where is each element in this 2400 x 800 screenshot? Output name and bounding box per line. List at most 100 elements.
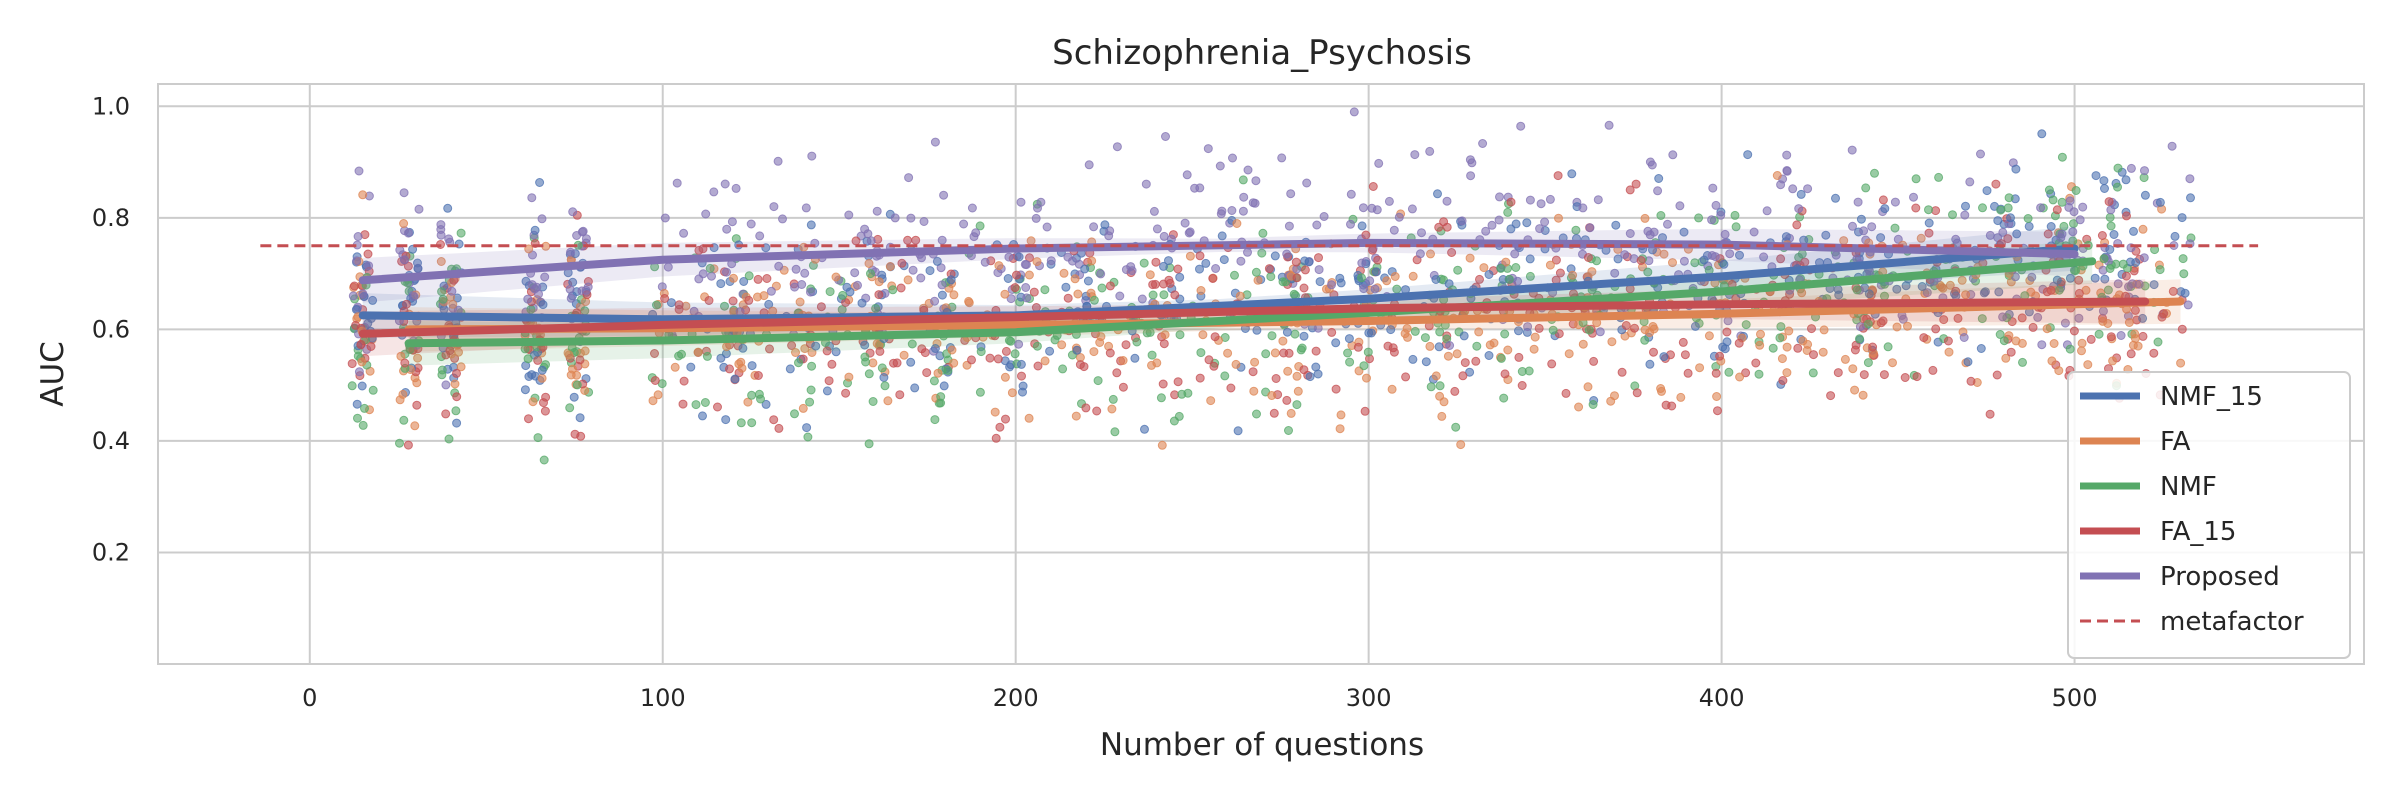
scatter-point	[354, 367, 364, 377]
scatter-point	[2149, 348, 2159, 358]
scatter-point	[930, 415, 940, 425]
scatter-point	[1659, 352, 1669, 362]
scatter-point	[806, 220, 816, 230]
scatter-point	[1195, 264, 1204, 274]
scatter-point	[1196, 286, 1206, 295]
scatter-point	[906, 357, 916, 367]
scatter-point	[351, 320, 361, 330]
scatter-point	[436, 230, 446, 240]
scatter-point	[540, 406, 550, 416]
scatter-point	[660, 294, 670, 303]
scatter-point	[1358, 203, 1368, 213]
scatter-point	[764, 299, 774, 309]
scatter-point	[1450, 386, 1460, 396]
scatter-point	[1919, 333, 1929, 343]
scatter-point	[1500, 369, 1510, 379]
scatter-point	[2129, 226, 2138, 236]
x-axis-label: Number of questions	[1100, 727, 1424, 763]
scatter-point	[576, 431, 586, 441]
scatter-point	[1084, 160, 1094, 170]
scatter-point	[1045, 346, 1055, 356]
scatter-point	[727, 217, 737, 227]
scatter-point	[1029, 287, 1039, 297]
scatter-point	[1434, 342, 1444, 352]
scatter-point	[1715, 351, 1725, 361]
scatter-point	[1072, 345, 1082, 355]
scatter-point	[1911, 174, 1921, 184]
scatter-point	[1453, 265, 1463, 275]
scatter-point	[883, 396, 893, 406]
scatter-point	[1861, 183, 1871, 193]
scatter-point	[354, 166, 364, 176]
scatter-point	[1517, 367, 1527, 376]
scatter-point	[1985, 409, 1995, 419]
scatter-point	[755, 231, 765, 241]
y-axis-ticks: 0.2 0.4 0.6 0.8 1.0	[92, 92, 130, 566]
scatter-point	[1924, 228, 1934, 238]
scatter-point	[648, 396, 658, 406]
scatter-point	[863, 229, 873, 239]
scatter-point	[1808, 368, 1818, 378]
legend-label: NMF_15	[2160, 382, 2263, 412]
scatter-point	[1547, 359, 1557, 369]
scatter-point	[1261, 349, 1271, 359]
scatter-point	[691, 400, 701, 410]
scatter-point	[1264, 264, 1274, 274]
scatter-point	[1195, 251, 1205, 261]
scatter-point	[1389, 225, 1399, 235]
scatter-point	[1850, 345, 1860, 355]
scatter-point	[674, 304, 684, 314]
scatter-point	[1443, 351, 1453, 361]
legend: NMF_15 FA NMF FA_15 Proposed metafactor	[2067, 371, 2351, 659]
scatter-point	[2113, 163, 2123, 173]
scatter-point	[1185, 251, 1195, 261]
scatter-point	[2186, 193, 2195, 203]
scatter-point	[1195, 183, 1205, 193]
scatter-point	[1496, 263, 1506, 273]
scatter-point	[930, 296, 940, 306]
scatter-point	[1016, 359, 1026, 369]
scatter-point	[1878, 195, 1888, 205]
scatter-point	[660, 213, 670, 223]
scatter-point	[1713, 406, 1722, 416]
scatter-point	[995, 422, 1005, 432]
scatter-point	[1911, 203, 1921, 213]
scatter-point	[2071, 186, 2081, 195]
scatter-point	[807, 361, 817, 371]
scatter-point	[537, 214, 547, 224]
scatter-point	[2069, 326, 2079, 336]
scatter-point	[1978, 203, 1987, 213]
scatter-point	[2130, 334, 2140, 343]
scatter-point	[746, 219, 756, 229]
scatter-point	[860, 352, 870, 362]
scatter-point	[1640, 213, 1650, 223]
scatter-point	[1995, 330, 2005, 339]
scatter-point	[1426, 382, 1436, 392]
legend-label: Proposed	[2160, 562, 2280, 592]
scatter-point	[1384, 196, 1394, 206]
scatter-point	[765, 344, 774, 354]
scatter-point	[1912, 372, 1922, 382]
scatter-point	[1033, 361, 1043, 371]
scatter-point	[1589, 356, 1599, 366]
scatter-point	[2170, 231, 2180, 241]
y-tick-label: 1.0	[92, 92, 130, 120]
scatter-point	[1387, 384, 1397, 394]
scatter-point	[769, 202, 779, 212]
scatter-point	[1382, 276, 1392, 286]
legend-label: FA_15	[2160, 517, 2236, 547]
scatter-point	[1695, 363, 1705, 373]
scatter-point	[1231, 359, 1241, 369]
scatter-point	[1286, 408, 1296, 418]
scatter-point	[910, 383, 920, 393]
scatter-point	[1269, 408, 1279, 418]
scatter-point	[762, 274, 772, 283]
scatter-point	[410, 421, 420, 431]
scatter-point	[1250, 198, 1260, 208]
scatter-point	[678, 399, 688, 409]
scatter-point	[943, 365, 953, 375]
scatter-point	[1853, 197, 1863, 207]
scatter-point	[1010, 283, 1020, 293]
scatter-point	[1863, 358, 1873, 368]
scatter-point	[1471, 356, 1481, 366]
